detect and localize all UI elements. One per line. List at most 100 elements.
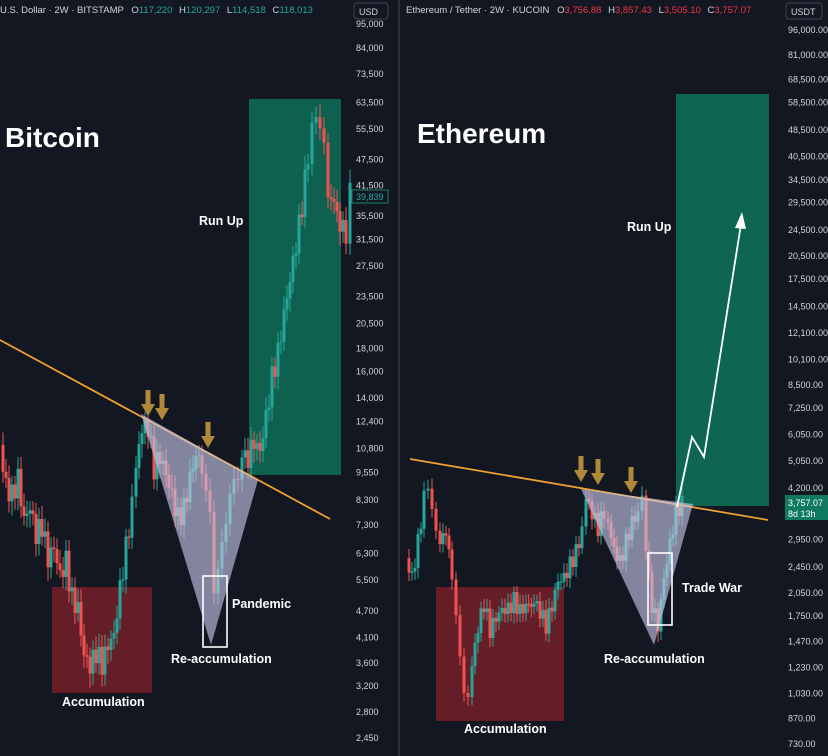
candle-body (485, 608, 489, 613)
candle-body (482, 608, 486, 613)
candle-body (407, 558, 411, 573)
candle-body (291, 256, 295, 283)
candle-body (488, 608, 492, 638)
candle-body (58, 563, 62, 571)
candle-body (279, 341, 283, 344)
y-tick-label: 2,450.00 (788, 562, 823, 572)
candle-body (140, 433, 144, 444)
price-axis[interactable]: 96,000.00 81,000.00 68,500.00 58,500.00 48,5… (788, 25, 828, 749)
y-tick-label: 81,000.00 (788, 50, 828, 60)
candle-body (348, 182, 352, 244)
pandemic-label: Pandemic (232, 597, 291, 611)
candle-body (547, 607, 551, 634)
re-accumulation-triangle (141, 414, 258, 645)
candle-body (34, 514, 38, 544)
down-arrow-icon (574, 456, 588, 482)
y-tick-label: 95,000 (356, 19, 384, 29)
y-tick-label: 14,500.00 (788, 302, 828, 312)
resistance-trendline (409, 458, 769, 521)
candle-body (55, 549, 59, 564)
candle-body (115, 618, 119, 633)
candle-body (441, 533, 445, 545)
y-tick-label: 2,950.00 (788, 535, 823, 545)
high-label: H (608, 5, 615, 16)
candle-body (267, 407, 271, 411)
y-tick-label: 47,500 (356, 154, 384, 164)
y-tick-label: 20,500 (356, 318, 384, 328)
candle-body (416, 534, 420, 568)
current-price-tag (785, 495, 828, 520)
candle-body (94, 649, 98, 664)
candle-body (577, 544, 581, 548)
y-tick-label: 34,500.00 (788, 175, 828, 185)
trade-war-box (647, 552, 673, 626)
low-label: L (227, 5, 232, 16)
currency-label[interactable]: USD (359, 7, 379, 17)
candle-body (303, 169, 307, 218)
y-tick-label: 1,030.00 (788, 689, 823, 699)
candle-body (426, 488, 430, 491)
candle-body (297, 214, 301, 254)
y-tick-label: 9,550 (356, 467, 379, 477)
candle-body (344, 220, 348, 244)
ethereum-chart-panel[interactable]: 96,000.00 81,000.00 68,500.00 58,500.00 48,5… (400, 0, 828, 756)
y-tick-label: 7,300 (356, 520, 379, 530)
y-tick-label: 55,500 (356, 124, 384, 134)
y-tick-label: 5,050.00 (788, 456, 823, 466)
y-tick-label: 2,800 (356, 707, 379, 717)
candle-body (454, 579, 458, 616)
candle-body (49, 547, 53, 568)
candle-body (462, 656, 466, 693)
candle-body (4, 471, 8, 478)
candle-body (255, 442, 259, 449)
candle-body (79, 602, 83, 636)
y-tick-label: 2,450 (356, 733, 379, 743)
symbol-header: U.S. Dollar · 2W · BITSTAMP O117,220 H12… (0, 5, 313, 16)
candle-body (19, 468, 23, 507)
candle-body (524, 603, 528, 614)
close-label: C (708, 5, 715, 16)
y-tick-label: 35,500 (356, 211, 384, 221)
candle-body (553, 590, 557, 612)
down-arrow-icon (624, 467, 638, 493)
candle-body (285, 298, 289, 310)
candle-body (521, 604, 525, 614)
ethereum-chart[interactable]: 96,000.00 81,000.00 68,500.00 58,500.00 48,5… (400, 0, 828, 756)
candle-body (1, 444, 5, 472)
candle-body (88, 656, 92, 674)
candle-body (288, 282, 292, 299)
candle-body (124, 536, 128, 580)
close-label: C (272, 5, 279, 16)
y-tick-label: 73,500 (356, 69, 384, 79)
down-arrow-icon (141, 390, 155, 416)
projection-arrow-line (676, 217, 743, 508)
y-tick-label: 41,500 (356, 181, 384, 191)
candle-body (568, 556, 572, 579)
candle-body (64, 550, 68, 577)
currency-label[interactable]: USDT (791, 7, 816, 17)
candle-body (335, 202, 339, 212)
candle-body (43, 531, 47, 537)
y-tick-label: 27,500 (356, 261, 384, 271)
candle-body (532, 603, 536, 607)
candle-body (46, 531, 50, 568)
re-accumulation-label: Re-accumulation (604, 652, 705, 666)
y-tick-label: 20,500.00 (788, 251, 828, 261)
candle-body (100, 646, 104, 675)
candle-body (515, 592, 519, 614)
y-tick-label: 3,600 (356, 658, 379, 668)
candle-body (479, 608, 483, 634)
low-value: 114,518 (232, 5, 266, 16)
y-tick-label: 12,400 (356, 417, 384, 427)
bitcoin-chart[interactable]: 95,000 84,000 73,500 63,500 55,500 47,500 41,5… (0, 0, 398, 756)
price-axis[interactable]: 95,000 84,000 73,500 63,500 55,500 47,500 41,5… (356, 19, 384, 743)
candle-body (550, 607, 554, 612)
symbol-text: Ethereum / Tether · 2W · KUCOIN (406, 5, 550, 16)
y-tick-label: 10,100.00 (788, 355, 828, 365)
candle-body (458, 615, 462, 657)
candle-body (494, 617, 498, 622)
y-tick-label: 68,500.00 (788, 74, 828, 84)
y-tick-label: 5,500 (356, 575, 379, 585)
bitcoin-chart-panel[interactable]: 95,000 84,000 73,500 63,500 55,500 47,500 41,5… (0, 0, 398, 756)
symbol-header: Ethereum / Tether · 2W · KUCOIN O3,756.8… (406, 5, 751, 16)
